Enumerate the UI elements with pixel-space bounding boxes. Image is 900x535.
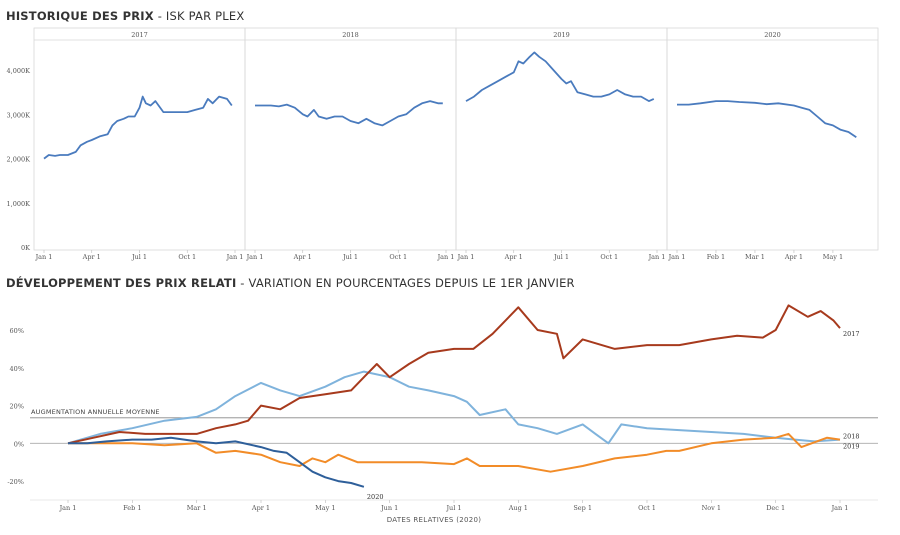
x-tick-label: May 1 [823, 253, 843, 261]
x-tick-label: Jan 1 [457, 253, 475, 261]
x-tick-label: Nov 1 [702, 504, 721, 512]
x-tick-label: Oct 1 [178, 253, 196, 261]
x-tick-label: Apr 1 [784, 253, 803, 261]
panel-year-label: 2017 [131, 31, 148, 39]
x-tick-label: Jan 1 [59, 504, 77, 512]
x-tick-label: Apr 1 [82, 253, 101, 261]
price-line-2017 [43, 95, 233, 160]
x-tick-label: Oct 1 [389, 253, 407, 261]
x-tick-label: Jan 1 [437, 253, 455, 261]
series-label-2020: 2020 [367, 493, 384, 501]
panel-year-label: 2018 [342, 31, 359, 39]
x-tick-label: Sep 1 [573, 504, 592, 512]
price-history-title-sub: ISK PAR PLEX [165, 9, 245, 23]
series-line-2020 [68, 436, 365, 488]
series-label-2018: 2018 [843, 433, 860, 441]
x-tick-label: Apr 1 [504, 253, 523, 261]
series-label-2019: 2019 [843, 443, 860, 451]
x-tick-label: Jan 1 [831, 504, 849, 512]
x-tick-label: Jul 1 [342, 253, 358, 261]
y-tick-label: -20% [7, 478, 24, 486]
price-line-2018 [255, 100, 443, 127]
relative-price-title: DÉVELOPPEMENT DES PRIX RELATI - VARIATIO… [6, 276, 575, 290]
relative-price-title-main: DÉVELOPPEMENT DES PRIX RELATI [6, 276, 237, 290]
y-tick-label: 0K [21, 244, 30, 252]
series-label-2017: 2017 [843, 330, 860, 338]
x-tick-label: Mar 1 [745, 253, 765, 261]
x-axis-title: DATES RELATIVES (2020) [387, 516, 482, 524]
price-line-2020 [677, 100, 857, 139]
relative-price-title-sub: VARIATION EN POURCENTAGES DEPUIS LE 1ER … [248, 276, 575, 290]
price-history-chart: 0K 1,000K 2,000K 3,000K 4,000K 2017 Jan 1 Apr 1… [7, 27, 879, 261]
x-tick-label: Feb 1 [123, 504, 141, 512]
x-tick-label: Jan 1 [668, 253, 686, 261]
y-tick-label: 3,000K [7, 111, 31, 119]
panel-year-label: 2020 [764, 31, 781, 39]
x-tick-label: Jan 1 [226, 253, 244, 261]
x-tick-label: Apr 1 [251, 504, 270, 512]
x-tick-label: Dec 1 [766, 504, 785, 512]
x-tick-label: Apr 1 [293, 253, 312, 261]
average-increase-label: AUGMENTATION ANNUELLE MOYENNE [31, 408, 160, 416]
x-tick-label: Jan 1 [648, 253, 666, 261]
panel-frame [666, 27, 879, 251]
y-tick-label: 20% [10, 403, 24, 411]
y-tick-label: 4,000K [7, 67, 31, 75]
x-tick-label: Jan 1 [35, 253, 53, 261]
x-tick-label: Jun 1 [380, 504, 398, 512]
x-tick-label: Mar 1 [187, 504, 207, 512]
series-line-2019 [67, 370, 841, 445]
x-tick-label: Feb 1 [707, 253, 725, 261]
y-tick-label: 60% [10, 327, 24, 335]
series-line-2018 [68, 432, 841, 473]
x-tick-label: May 1 [315, 504, 335, 512]
x-tick-label: Aug 1 [508, 504, 528, 512]
price-history-title: HISTORIQUE DES PRIX - ISK PAR PLEX [6, 9, 245, 23]
x-tick-label: Jul 1 [553, 253, 569, 261]
x-tick-label: Jul 1 [131, 253, 147, 261]
panel-year-label: 2019 [553, 31, 570, 39]
x-tick-label: Jul 1 [445, 504, 461, 512]
series-line-2017 [67, 304, 841, 445]
x-tick-label: Oct 1 [600, 253, 618, 261]
y-tick-label: 2,000K [7, 156, 31, 164]
y-tick-label: 40% [10, 365, 24, 373]
price-line-2019 [465, 51, 655, 102]
y-tick-label: 1,000K [7, 200, 31, 208]
x-tick-label: Jan 1 [246, 253, 264, 261]
y-tick-label: 0% [14, 440, 24, 448]
x-tick-label: Oct 1 [638, 504, 656, 512]
price-history-title-main: HISTORIQUE DES PRIX [6, 9, 154, 23]
